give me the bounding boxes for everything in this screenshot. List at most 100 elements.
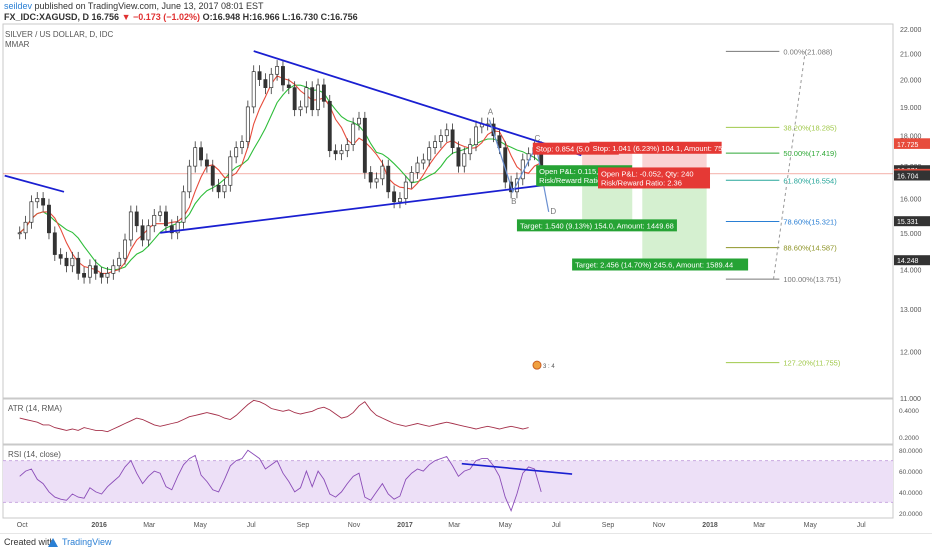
fib-level-label: 127.20%(11.755) (783, 359, 840, 368)
price-candle (403, 181, 408, 199)
x-tick-label: Nov (348, 522, 361, 529)
price-candle (450, 129, 455, 149)
price-tag-box (894, 255, 930, 266)
price-candle (70, 257, 75, 267)
x-tick-label: Sep (602, 522, 615, 529)
price-candle (368, 172, 373, 183)
price-candle (409, 172, 414, 183)
tradingview-link[interactable]: TradingView (62, 537, 112, 547)
price-candle (128, 211, 133, 241)
target-label-2-box (572, 258, 749, 271)
footer: Created with TradingView (0, 533, 932, 551)
price-candle (64, 257, 69, 267)
symbol-info: FX_IDC:XAGUSD, D 16.756 ▼ −0.173 (−1.02%… (4, 12, 358, 23)
price-candle (204, 159, 209, 167)
open-pnl-label-2-text: Risk/Reward Ratio: 2.36 (601, 178, 682, 187)
fib-level-label: 50.00%(17.419) (783, 149, 837, 158)
price-candle (251, 71, 256, 108)
rsi-tick-label: 60.0000 (899, 469, 923, 476)
y-tick-label: 15.000 (900, 231, 922, 238)
author-link[interactable]: seildev (4, 1, 33, 11)
open-pnl-label-2-box (598, 167, 711, 189)
target-zone-2 (642, 175, 707, 261)
x-tick-label: Sep (297, 522, 310, 529)
price-candle (263, 79, 268, 88)
price-candle (187, 165, 192, 193)
price-candle (497, 135, 502, 149)
price-candle (362, 117, 367, 173)
price-candle (491, 123, 496, 137)
price-candle (339, 150, 344, 155)
price-candle (397, 198, 402, 203)
stop-label-2-text: Stop: 1.041 (6.23%) 104.1, Amount: 750.1… (593, 144, 737, 153)
atr-tick-label: 0.2000 (899, 435, 919, 442)
x-tick-label: Oct (17, 522, 28, 529)
point-a-label: A (488, 108, 494, 117)
target-label-1-box (516, 219, 677, 232)
price-candle (456, 147, 461, 167)
price-candle (433, 141, 437, 149)
y-tick-label: 16.000 (900, 196, 922, 203)
target-label-2-text: Target: 2.456 (14.70%) 245.6, Amount: 15… (575, 261, 733, 270)
atr-tick-label: 0.4000 (899, 408, 919, 415)
price-chart[interactable]: 22.00021.00020.00019.00018.00017.00016.0… (0, 0, 932, 533)
x-tick-label: 2017 (397, 522, 413, 529)
x-tick-label: Mar (143, 522, 156, 529)
x-tick-label: May (499, 522, 513, 529)
price-candle (158, 211, 163, 216)
price-candle (421, 159, 426, 164)
created-with-label: Created with (4, 537, 55, 547)
price-candle (199, 147, 204, 161)
price-tag-label: 15.331 (897, 219, 919, 226)
target-label-1-text: Target: 1.540 (9.13%) 154.0, Amount: 144… (520, 221, 674, 230)
rsi-line (19, 449, 542, 512)
price-candle (111, 265, 116, 274)
price-candle (438, 135, 443, 143)
chart-labels: SILVER / US DOLLAR, D, IDC MMAR ATR (14,… (5, 30, 114, 459)
panes (2, 23, 894, 519)
price-candle (240, 141, 244, 149)
price-candle (123, 239, 127, 259)
price-candle (181, 191, 186, 223)
x-tick-label: 2018 (702, 522, 718, 529)
price-candle (35, 198, 40, 203)
price-candle (316, 84, 321, 111)
x-tick-label: May (804, 522, 818, 529)
rsi-tick-label: 80.0000 (899, 448, 923, 455)
price-candle (105, 273, 110, 278)
chart-header: seildev published on TradingView.com, Ju… (0, 0, 932, 24)
price-candle (76, 257, 81, 274)
price-candle (462, 153, 467, 167)
price-tag-box (894, 216, 930, 227)
price-candle (304, 87, 309, 108)
fib-level-label: 78.60%(15.321) (783, 218, 837, 227)
price-candle (193, 147, 198, 167)
price-candle (374, 178, 379, 183)
symbol-label: FX_IDC:XAGUSD, D (4, 12, 90, 22)
price-candle (234, 147, 239, 158)
price-candle (298, 106, 303, 111)
rsi-tick-label: 40.0000 (899, 490, 923, 497)
y-tick-label: 19.000 (900, 105, 922, 112)
tradingview-logo-icon (48, 538, 58, 547)
ohlc-values: O:16.948 H:16.966 L:16.730 C:16.756 (202, 12, 358, 22)
fib-level-label: 0.00%(21.088) (783, 47, 833, 56)
rsi-tick-label: 20.0000 (899, 511, 923, 518)
price-candle (52, 232, 57, 255)
price-candle (152, 214, 157, 227)
x-tick-label: Jul (857, 522, 866, 529)
open-pnl-label-2-text: Open P&L: -0.052, Qty: 240 (601, 169, 694, 178)
chart-title: SILVER / US DOLLAR, D, IDC (5, 30, 114, 39)
price-candle (357, 117, 361, 125)
atr-label: ATR (14, RMA) (8, 404, 62, 413)
price-candle (380, 165, 385, 180)
fib-trend-line (773, 51, 806, 280)
price-candle (286, 84, 291, 88)
price-tag-label: 17.725 (897, 142, 919, 149)
price-candle (321, 84, 326, 102)
point-c-label: C (534, 134, 540, 143)
price-candle (140, 225, 145, 241)
x-tick-label: Jul (247, 522, 256, 529)
price-tag-box (894, 138, 930, 149)
price-candle (58, 254, 63, 259)
